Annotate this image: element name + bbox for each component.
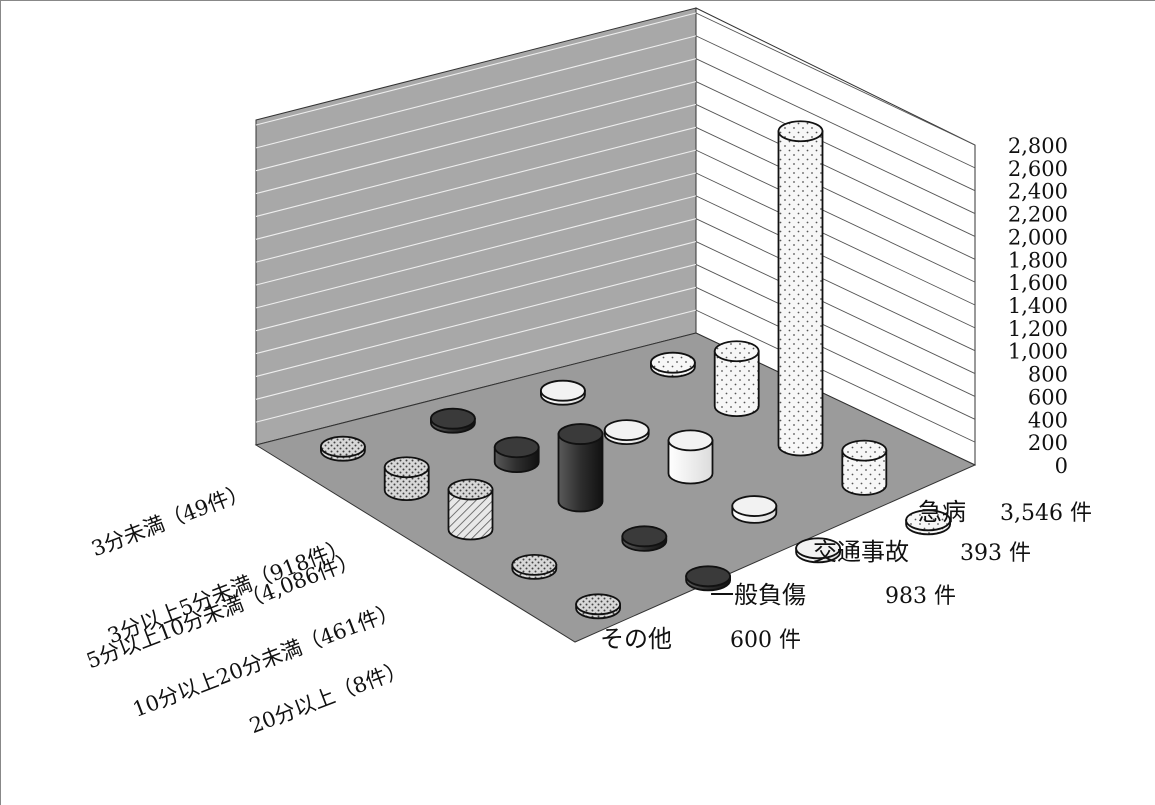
series-labels: その他 600 件 一般負傷 983 件 交通事故 393 件 急病 3,546 件	[600, 498, 1092, 653]
gridline-right	[695, 12, 976, 146]
z-tick-label: 1,600	[1008, 271, 1068, 295]
gridline-left	[255, 103, 697, 217]
gridline-left	[255, 286, 697, 400]
gridline-left	[255, 309, 697, 423]
cylinder-一般負傷	[621, 525, 668, 552]
series-count-label: 600 件	[730, 628, 801, 653]
gridline-left	[255, 263, 697, 377]
series-count-label: 983 件	[885, 584, 956, 609]
cylinder-交通事故	[731, 495, 778, 524]
gridline-left	[255, 172, 697, 286]
cylinder-急病	[650, 351, 696, 378]
series-label: 交通事故	[813, 538, 909, 566]
z-tick-label: 1,200	[1008, 317, 1068, 341]
gridline-right	[695, 58, 976, 192]
gridline-right	[695, 309, 976, 443]
gridline-left	[255, 218, 697, 332]
cylinder-その他	[447, 478, 494, 541]
cylinder-交通事故	[667, 429, 714, 485]
gridline-right	[695, 218, 976, 352]
z-tick-label: 200	[1028, 431, 1068, 455]
gridline-right	[695, 172, 976, 306]
gridline-right	[695, 104, 976, 237]
gridline-right	[695, 241, 976, 374]
cylinder-急病	[905, 509, 951, 536]
series-count-label: 393 件	[960, 541, 1031, 566]
z-tick-label: 0	[1055, 454, 1068, 478]
gridline-right	[695, 195, 976, 329]
series-count-label: 3,546 件	[1000, 501, 1092, 526]
cylinder-その他	[511, 554, 558, 580]
gridline-left	[255, 12, 697, 126]
gridline-right	[695, 35, 976, 169]
cylinders	[319, 120, 951, 620]
gridline-left	[255, 149, 697, 263]
series-label: 急病	[918, 498, 966, 526]
cylinder-交通事故	[603, 419, 650, 445]
z-axis-tick-labels: 02004006008001,0001,2001,4001,6001,8002,…	[1008, 134, 1068, 478]
cylinder-その他	[575, 593, 621, 620]
gridlines	[255, 12, 976, 443]
gridline-right	[695, 126, 976, 260]
time-category-label: 3分未満（49件）	[88, 479, 252, 561]
gridline-right	[695, 81, 976, 214]
gridline-left	[255, 81, 697, 195]
gridline-left	[255, 195, 697, 309]
z-tick-label: 2,800	[1008, 134, 1068, 158]
cylinder-一般負傷	[493, 436, 540, 473]
cylinder-一般負傷	[557, 423, 604, 513]
time-category-label: 5分以上10分未満（4,086件）	[83, 547, 362, 673]
gridline-left	[255, 35, 697, 149]
cylinder-その他	[319, 435, 366, 462]
series-label: その他	[600, 625, 672, 653]
cylinder-交通事故	[795, 537, 841, 564]
z-tick-label: 600	[1028, 385, 1068, 409]
z-tick-label: 800	[1028, 363, 1068, 387]
cylinder-その他	[383, 456, 430, 501]
series-label: 一般負傷	[710, 581, 806, 609]
gridline-right	[695, 264, 976, 397]
gridline-right	[695, 149, 976, 283]
cylinder-急病	[841, 439, 888, 496]
cylinder-急病	[713, 340, 760, 417]
z-tick-label: 400	[1028, 408, 1068, 432]
z-tick-label: 1,400	[1008, 294, 1068, 318]
z-tick-label: 2,600	[1008, 157, 1068, 181]
cylinder-急病	[777, 120, 824, 457]
gridline-left	[255, 126, 697, 240]
z-tick-label: 2,400	[1008, 180, 1068, 204]
gridline-left	[255, 241, 697, 355]
gridline-left	[255, 58, 697, 172]
z-tick-label: 2,200	[1008, 203, 1068, 227]
cylinder-一般負傷	[685, 565, 731, 592]
gridline-right	[695, 286, 976, 420]
z-tick-label: 2,000	[1008, 225, 1068, 249]
cylinder-一般負傷	[429, 407, 476, 434]
time-category-labels: 3分未満（49件）3分以上5分未満（918件）5分以上10分未満（4,086件）…	[83, 479, 410, 738]
z-tick-label: 1,000	[1008, 340, 1068, 364]
z-tick-label: 1,800	[1008, 248, 1068, 272]
cylinder-交通事故	[540, 379, 586, 406]
